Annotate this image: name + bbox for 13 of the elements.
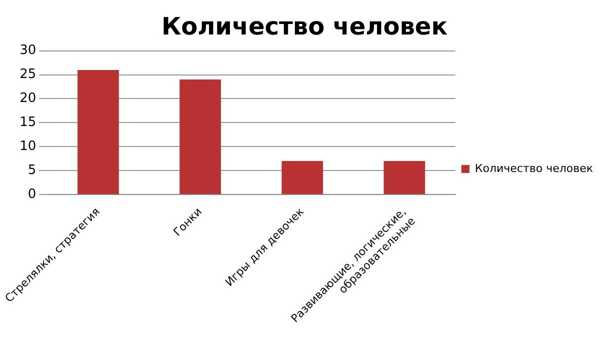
bar (78, 70, 119, 194)
y-tick-label: 15 (20, 115, 36, 130)
chart-title: Количество человек (162, 12, 448, 41)
y-tick-label: 30 (20, 43, 36, 58)
bar (384, 161, 426, 194)
y-tick-label: 10 (20, 139, 36, 154)
y-tick-label: 0 (28, 186, 36, 202)
bar (282, 161, 324, 194)
bar (180, 80, 221, 194)
y-tick-label: 20 (20, 91, 36, 106)
y-tick-label: 25 (20, 67, 36, 82)
legend-label: Количество человек (474, 162, 594, 175)
y-tick-label: 5 (28, 162, 36, 178)
